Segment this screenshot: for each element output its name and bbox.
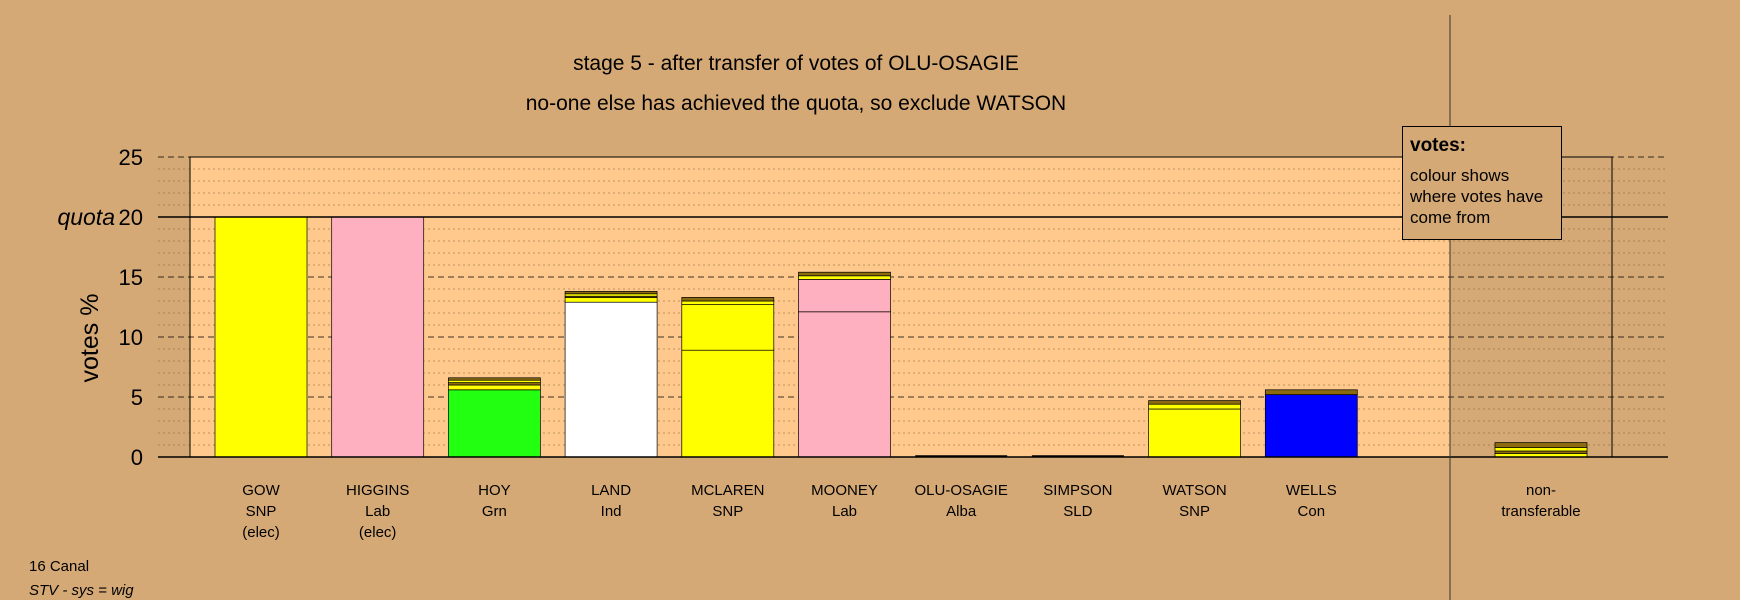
bar-segment [214,216,308,458]
candidate-label-line: transferable [1501,503,1581,520]
candidate-label-line: Grn [481,503,507,520]
legend-text: colour shows where votes have come from [1410,166,1544,227]
bar-segment [448,379,541,383]
candidate-label-line: non- [1525,482,1557,499]
bar-segment [448,389,541,458]
candidate-label-line: MOONEY [811,482,878,499]
bar-mooney [798,271,891,458]
bar-watson [1148,400,1241,458]
candidate-label-higgins: HIGGINS Lab (elec) [323,480,433,543]
candidate-label-line: OLU-OSAGIE [914,482,1008,499]
bar-segment [564,293,658,297]
bar-segment [1494,447,1588,452]
legend-title: votes: [1410,135,1466,156]
y-tick-label: 25 [119,145,143,170]
legend-box: votes: colour shows where votes have com… [1402,126,1562,240]
bar-wells [1264,389,1358,458]
bar-segment [448,384,541,391]
bar-hoy [448,377,541,458]
bar-segment [448,377,541,381]
candidate-label-land: LAND Ind [556,480,666,522]
candidate-label-line: Con [1297,503,1326,520]
candidate-label-line: Lab [365,503,391,520]
bar-segment [564,301,658,458]
bar-segment [681,297,775,302]
bar-segment [798,271,891,277]
bar-non-transferable [1494,442,1588,458]
bar-segment [448,382,541,386]
bar-segment [798,311,891,458]
candidate-label-line: SLD [1063,503,1093,520]
bar-segment [564,291,658,295]
candidate-label-line: Lab [831,503,858,520]
candidate-label-olu-osagie: OLU-OSAGIE Alba [906,480,1016,522]
candidate-label-line: Ind [600,503,622,520]
bar-segment [798,279,891,313]
candidate-label-gow: GOW SNP (elec) [206,480,316,543]
ward-name: 16 Canal [29,558,90,575]
y-tick-label: 15 [119,265,143,290]
bar-segment [1148,400,1241,405]
y-tick-label: 20 [119,205,143,230]
bar-segment [681,300,775,305]
y-tick-labels: 0 5 10 15 20 25 [119,145,143,470]
bar-segment [331,216,425,458]
plot-background [190,157,1612,457]
bars [214,216,1588,458]
candidate-label-watson: WATSON SNP [1140,480,1250,522]
candidate-label-line: SNP [712,503,744,520]
candidate-label-line: HOY [478,482,511,499]
bar-segment [1494,442,1588,448]
chart-title: stage 5 - after transfer of votes of OLU… [573,52,1019,75]
y-axis-label: votes % [76,294,104,383]
bar-segment [564,297,658,303]
voting-system: STV - sys = wig [29,582,134,599]
candidate-label-non-transferable: non-transferable [1486,480,1596,522]
candidate-label-line: SNP [1179,503,1211,520]
candidate-label-mclaren: MCLAREN SNP [673,480,783,522]
y-tick-label: 10 [119,325,143,350]
bar-gow [214,216,308,458]
bar-segment [1264,394,1358,458]
candidate-label-mooney: MOONEY Lab [790,480,900,522]
bar-segment [681,304,775,351]
y-tick-label: 5 [131,385,143,410]
candidate-label-line: SNP [245,503,277,520]
candidate-label-simpson: SIMPSON SLD [1023,480,1133,522]
bar-segment [681,349,775,458]
candidate-label-line: HIGGINS [346,482,410,499]
candidate-label-line: MCLAREN [691,482,765,499]
candidate-label-line: (elec) [358,524,397,541]
candidate-label-wells: WELLS Con [1256,480,1366,522]
bar-segment [1494,450,1588,454]
candidate-label-hoy: HOY Grn [439,480,549,522]
bar-segment [1148,408,1241,458]
candidate-label-line: (elec) [242,524,280,541]
bar-segment [1264,389,1358,395]
candidate-label-line: GOW [242,482,280,499]
chart-subtitle: no-one else has achieved the quota, so e… [525,92,1067,115]
candidate-label-line: Alba [946,503,977,520]
candidate-label-line: LAND [591,482,632,499]
bar-mclaren [681,297,775,458]
candidate-label-line: WATSON [1162,482,1227,499]
bar-land [564,291,658,458]
y-tick-label: 0 [131,445,143,470]
candidate-label-line: SIMPSON [1043,482,1113,499]
bar-segment [798,275,891,280]
candidate-label-line: WELLS [1285,482,1337,499]
bar-segment [1148,403,1241,410]
bar-higgins [331,216,425,458]
quota-label: quota [57,204,115,230]
